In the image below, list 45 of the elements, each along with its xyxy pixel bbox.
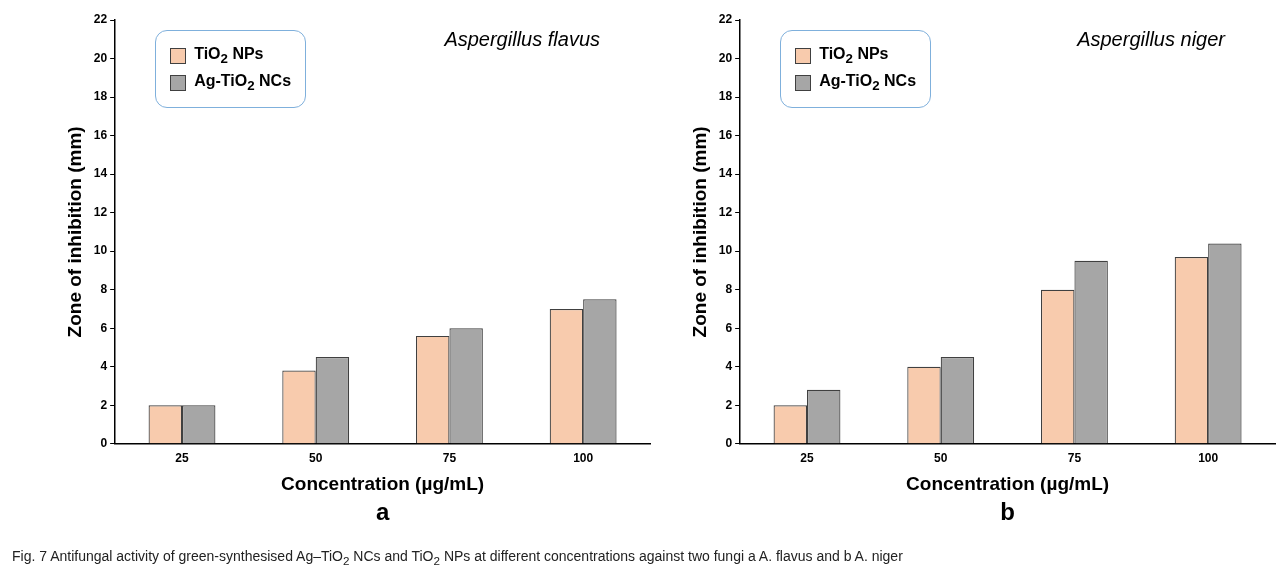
y-tick-label: 6 <box>725 320 733 335</box>
y-tick-label: 4 <box>100 359 108 374</box>
x-axis-title: Concentration (µg/mL) <box>281 472 485 494</box>
y-tick-label: 12 <box>718 204 733 219</box>
y-tick-label: 14 <box>718 166 733 181</box>
y-tick-label: 4 <box>725 359 733 374</box>
y-tick-label: 16 <box>718 127 733 142</box>
y-tick-label: 6 <box>100 320 108 335</box>
y-tick-label: 10 <box>93 243 108 258</box>
y-axis-title: Zone of inhibition (mm) <box>63 126 85 338</box>
x-tick-label: 75 <box>442 451 457 466</box>
legend-label: TiO$_{2}$ NPs <box>194 45 264 67</box>
x-tick-label: 75 <box>1067 451 1082 466</box>
y-tick-label: 2 <box>100 397 108 412</box>
x-tick-label: 25 <box>800 451 814 466</box>
y-tick-label: 2 <box>725 397 733 412</box>
legend-label: Ag-TiO$_{2}$ NCs <box>819 72 917 94</box>
y-tick-label: 0 <box>100 436 108 451</box>
y-tick-label: 16 <box>93 127 108 142</box>
text: b <box>999 498 1016 526</box>
y-tick-label: 18 <box>718 89 733 104</box>
y-tick-label: 22 <box>93 12 108 27</box>
x-tick-label: 50 <box>309 451 323 466</box>
y-tick-label: 18 <box>93 89 108 104</box>
y-tick-label: 0 <box>725 436 733 451</box>
y-tick-label: 20 <box>93 50 108 65</box>
y-tick-label: 8 <box>725 282 733 296</box>
legend-label: Ag-TiO$_{2}$ NCs <box>194 72 292 94</box>
y-tick-label: 10 <box>718 243 733 258</box>
y-tick-label: 8 <box>100 282 108 296</box>
legend-label: TiO$_{2}$ NPs <box>819 45 889 67</box>
text: a <box>374 498 391 526</box>
y-tick-label: 22 <box>718 12 733 27</box>
y-tick-label: 12 <box>93 204 108 219</box>
chart-title: Aspergillus flavus <box>444 28 600 51</box>
y-tick-label: 20 <box>718 50 733 65</box>
x-tick-label: 50 <box>934 451 948 466</box>
y-tick-label: 14 <box>93 166 108 181</box>
x-tick-label: 25 <box>175 451 189 466</box>
caption: Fig. 7 Antifungal activity of green-synthesised Ag–TiO$_{2}$ NCs and TiO$_{2}$ NPs at different concentrations against two fungi a A. flavus and b A. niger <box>12 548 903 567</box>
chart-title: Aspergillus niger <box>1077 28 1225 51</box>
x-axis-title: Concentration (µg/mL) <box>906 472 1110 494</box>
x-tick-label: 100 <box>573 451 594 466</box>
y-axis-title: Zone of inhibition (mm) <box>688 126 710 338</box>
x-tick-label: 100 <box>1198 451 1219 466</box>
